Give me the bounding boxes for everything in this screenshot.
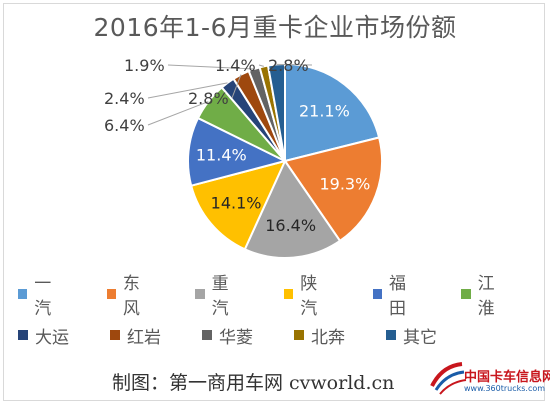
leader-line-红岩: [231, 74, 242, 99]
slice-label-其它: 2.8%: [268, 56, 309, 75]
legend-swatch: [284, 289, 294, 299]
legend-label: 重汽: [211, 274, 229, 319]
watermark-logo: 中国卡车信息网 www.360trucks.com: [428, 358, 550, 402]
legend-label: 东风: [122, 274, 140, 319]
legend-swatch: [202, 330, 212, 340]
legend-item-福田: 福田: [372, 269, 421, 319]
legend-swatch: [195, 289, 205, 299]
legend-label: 一汽: [34, 274, 52, 319]
chart-frame: [3, 3, 545, 401]
legend-swatch: [461, 289, 471, 299]
legend-label: 陕汽: [300, 274, 318, 319]
legend-swatch: [106, 289, 116, 299]
leader-lines: [147, 63, 313, 126]
legend-item-北奔: 北奔: [294, 323, 345, 348]
chart-title: 2016年1-6月重卡企业市场份额: [93, 13, 457, 42]
slice-label-北奔: 1.4%: [215, 56, 256, 75]
legend-swatch: [386, 330, 396, 340]
legend-item-大运: 大运: [18, 323, 69, 348]
slice-label-一汽: 21.1%: [299, 102, 350, 121]
legend-swatch: [110, 330, 120, 340]
legend-label: 福田: [388, 274, 406, 319]
legend-item-陕汽: 陕汽: [284, 269, 332, 319]
slice-label-红岩: 2.8%: [188, 89, 229, 108]
legend-swatch: [294, 330, 304, 340]
slice-label-福田: 11.4%: [196, 146, 247, 165]
legend-item-东风: 东风: [106, 269, 155, 319]
watermark-title: 中国卡车信息网: [464, 370, 550, 385]
slice-label-重汽: 16.4%: [265, 216, 316, 235]
watermark-url: www.360trucks.com: [464, 384, 546, 393]
legend-item-红岩: 红岩: [110, 323, 161, 348]
legend-label: 红岩: [127, 327, 161, 348]
legend-row-2: 大运 红岩 华菱 北奔 其它: [18, 323, 478, 348]
leader-line-其它: [276, 63, 313, 66]
legend-label: 北奔: [311, 327, 345, 348]
legend-label: 江淮: [477, 274, 495, 319]
slice-label-东风: 19.3%: [319, 175, 370, 194]
slice-label-江淮: 6.4%: [104, 116, 145, 135]
legend-label: 华菱: [219, 327, 253, 348]
leader-line-江淮: [147, 101, 209, 126]
leader-line-大运: [147, 82, 228, 99]
slice-labels: 21.1% 19.3% 16.4%14.1% 11.4% 6.4% 2.4% 2.8% 1.9…: [104, 56, 370, 235]
slice-label-陕汽: 14.1%: [211, 193, 262, 212]
pie-slice-福田: [187, 116, 288, 187]
slice-label-华菱: 1.9%: [124, 56, 165, 75]
legend-label: 其它: [403, 327, 437, 348]
chart-credit: 制图：第一商用车网 cvworld.cn: [112, 372, 395, 394]
legend-item-一汽: 一汽: [18, 269, 66, 319]
leader-line-北奔: [258, 64, 264, 67]
legend-label: 大运: [35, 327, 69, 348]
pie-slice-陕汽: [189, 159, 287, 251]
legend-item-重汽: 重汽: [195, 269, 243, 319]
legend-item-其它: 其它: [386, 323, 437, 348]
legend-item-江淮: 江淮: [461, 269, 509, 319]
pie-slice-东风: [283, 136, 383, 243]
legend-swatch: [372, 289, 382, 299]
slice-label-大运: 2.4%: [104, 89, 145, 108]
truck-logo-icon: [430, 362, 467, 395]
legend-row-1: 一汽 东风 重汽 陕汽 福田 江淮: [18, 274, 550, 319]
pie-slice-重汽: [243, 158, 342, 259]
legend-item-华菱: 华菱: [202, 323, 253, 348]
legend-swatch: [18, 330, 28, 340]
legend-swatch: [18, 289, 28, 299]
leader-line-华菱: [167, 64, 255, 70]
